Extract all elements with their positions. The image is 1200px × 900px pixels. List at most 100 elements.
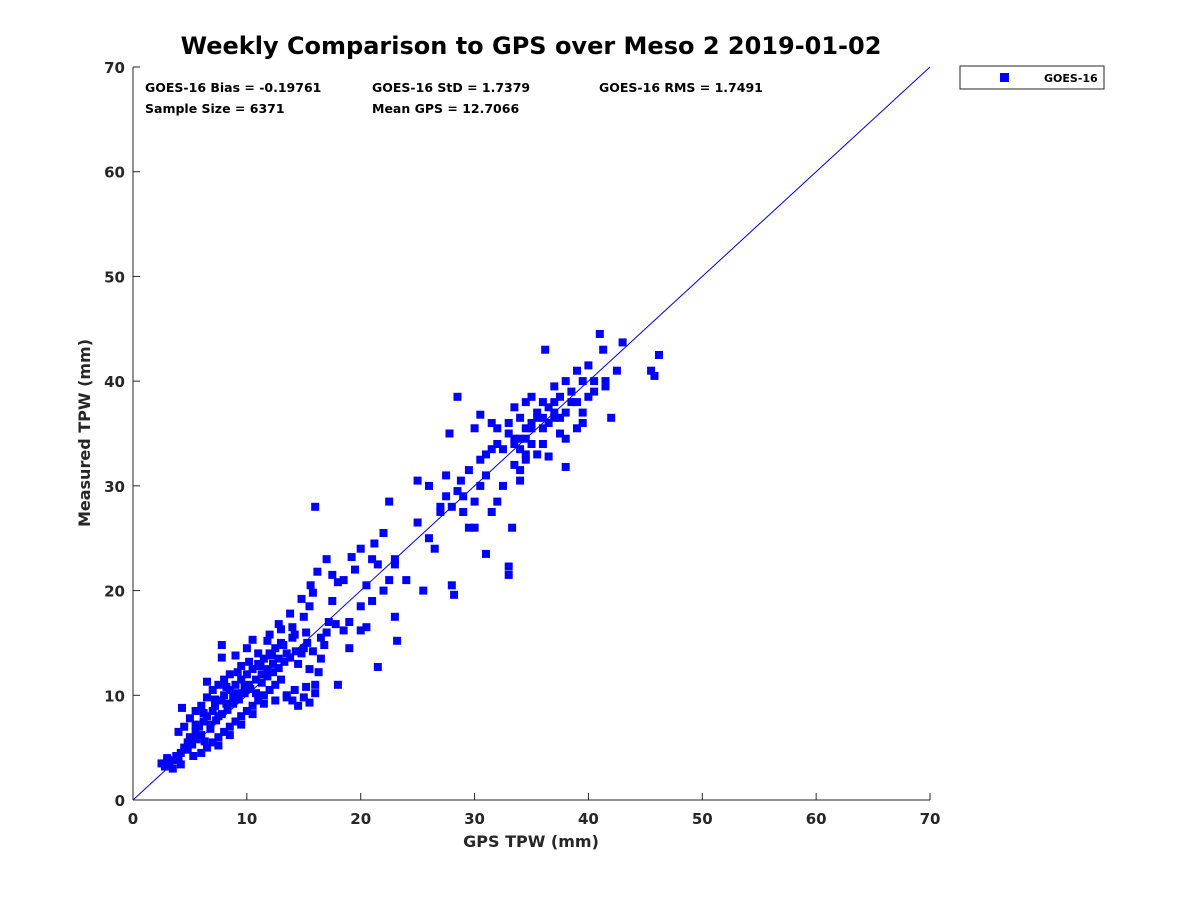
data-point bbox=[305, 665, 314, 674]
data-point bbox=[362, 623, 371, 632]
data-point bbox=[305, 602, 314, 611]
data-point bbox=[510, 460, 519, 469]
data-point bbox=[208, 738, 217, 747]
data-point bbox=[223, 705, 232, 714]
data-point bbox=[447, 502, 456, 511]
data-point bbox=[464, 523, 473, 532]
x-tick-label: 0 bbox=[128, 810, 138, 828]
data-point bbox=[248, 701, 257, 710]
data-point bbox=[206, 720, 215, 729]
data-point bbox=[240, 689, 249, 698]
data-point bbox=[254, 696, 263, 705]
data-point bbox=[282, 693, 291, 702]
data-point bbox=[245, 680, 254, 689]
legend: GOES-16 bbox=[959, 65, 1105, 90]
data-point bbox=[308, 647, 317, 656]
data-point bbox=[533, 408, 542, 417]
data-point bbox=[160, 762, 169, 771]
data-point bbox=[550, 413, 559, 422]
data-point bbox=[470, 497, 479, 506]
data-point bbox=[316, 633, 325, 642]
data-point bbox=[263, 672, 272, 681]
data-point bbox=[521, 450, 530, 459]
data-point bbox=[541, 345, 550, 354]
data-point bbox=[277, 625, 285, 634]
plot-frame bbox=[132, 67, 930, 801]
data-point bbox=[538, 398, 547, 407]
data-point bbox=[306, 581, 315, 590]
data-point bbox=[203, 677, 211, 686]
data-point bbox=[242, 707, 251, 715]
data-point bbox=[521, 455, 530, 464]
data-point bbox=[436, 508, 445, 516]
data-point bbox=[504, 570, 513, 579]
data-point bbox=[163, 756, 172, 765]
y-tick-label: 60 bbox=[104, 164, 125, 182]
data-point bbox=[476, 410, 485, 419]
data-point bbox=[188, 740, 197, 749]
data-point bbox=[544, 452, 553, 461]
data-point bbox=[527, 419, 536, 427]
data-point bbox=[197, 748, 206, 757]
data-point bbox=[650, 371, 659, 380]
data-point bbox=[320, 641, 329, 649]
data-point bbox=[313, 567, 322, 576]
data-point bbox=[246, 685, 255, 693]
data-point bbox=[333, 680, 342, 689]
data-point bbox=[192, 735, 201, 744]
y-tick-label: 30 bbox=[104, 478, 125, 496]
x-tick-label: 20 bbox=[350, 810, 371, 828]
data-point bbox=[214, 733, 223, 742]
data-point bbox=[271, 644, 280, 653]
data-point bbox=[214, 680, 223, 689]
data-point bbox=[584, 361, 593, 370]
data-point bbox=[263, 636, 272, 645]
data-point bbox=[595, 330, 604, 338]
data-point bbox=[252, 675, 260, 684]
x-axis-label: GPS TPW (mm) bbox=[463, 832, 599, 851]
x-tick-label: 70 bbox=[920, 810, 941, 828]
stat-std: GOES-16 StD = 1.7379 bbox=[372, 80, 530, 95]
data-point bbox=[590, 377, 599, 386]
data-point bbox=[356, 544, 365, 553]
data-point bbox=[237, 712, 246, 721]
data-point bbox=[516, 413, 525, 422]
data-point bbox=[217, 653, 226, 662]
data-point bbox=[538, 424, 547, 433]
x-tick-label: 40 bbox=[578, 810, 599, 828]
scatter-points bbox=[157, 330, 663, 773]
data-point bbox=[601, 382, 610, 391]
data-point bbox=[584, 392, 593, 401]
stat-bias: GOES-16 Bias = -0.19761 bbox=[145, 80, 321, 95]
data-point bbox=[252, 689, 260, 698]
data-point bbox=[203, 693, 211, 702]
data-point bbox=[305, 698, 314, 707]
data-point bbox=[459, 492, 468, 501]
data-point bbox=[322, 555, 331, 564]
data-point bbox=[286, 653, 295, 662]
data-point bbox=[274, 664, 283, 673]
data-point bbox=[168, 756, 177, 765]
data-point bbox=[211, 695, 219, 704]
data-point bbox=[573, 366, 581, 375]
data-point bbox=[257, 678, 266, 687]
data-point bbox=[544, 419, 553, 427]
data-point bbox=[220, 691, 229, 700]
data-point bbox=[556, 413, 564, 422]
data-point bbox=[237, 662, 246, 670]
data-point bbox=[504, 419, 513, 427]
data-point bbox=[316, 654, 325, 663]
data-point bbox=[233, 668, 242, 677]
data-point bbox=[299, 612, 308, 621]
data-point bbox=[225, 731, 234, 740]
data-point bbox=[567, 398, 576, 407]
data-point bbox=[561, 463, 570, 471]
data-point bbox=[254, 649, 263, 658]
data-point bbox=[183, 745, 192, 754]
data-point bbox=[459, 508, 468, 516]
data-point bbox=[324, 618, 333, 626]
data-point bbox=[311, 680, 320, 689]
data-point bbox=[385, 576, 394, 585]
data-point bbox=[561, 377, 570, 386]
y-tick-label: 50 bbox=[104, 268, 125, 286]
